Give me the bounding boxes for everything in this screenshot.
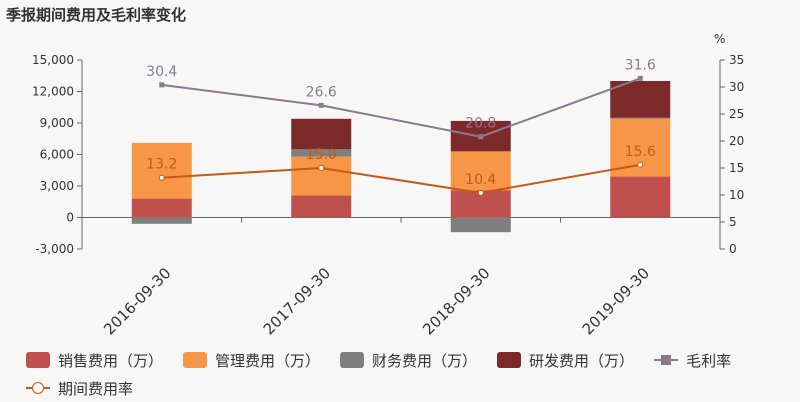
line-point: [159, 82, 165, 88]
legend-row: 期间费用率: [26, 374, 796, 402]
legend-circle-marker: [32, 382, 44, 394]
line-point: [637, 161, 644, 168]
legend-swatch: [26, 352, 50, 368]
bar-segment: [450, 151, 511, 191]
line-point: [477, 189, 484, 196]
bar-segment: [291, 156, 352, 196]
legend-square-marker: [661, 355, 672, 365]
legend-label: 研发费用（万）: [529, 351, 635, 370]
y-right-tick-label: 5: [729, 215, 737, 229]
y-left-tick-label: 6,000: [40, 148, 74, 162]
chart-svg: -3,000 0 3,000 6,000 9,000 12,000 15,000 0 5 10 15…: [32, 32, 744, 338]
bar-segment: [610, 117, 671, 119]
line-point: [158, 174, 165, 181]
line-point: [318, 165, 325, 171]
legend-item[interactable]: 财务费用（万）: [340, 350, 477, 371]
data-label: 30.4: [146, 64, 177, 80]
chart-title: 季报期间费用及毛利率变化: [6, 6, 187, 24]
data-label: 10.4: [465, 172, 496, 188]
legend-line-swatch: [654, 352, 679, 368]
data-label: 20.8: [465, 116, 496, 132]
legend-item[interactable]: 研发费用（万）: [497, 350, 634, 371]
bar-segment: [291, 195, 352, 218]
bar-segment: [610, 176, 671, 218]
legend-line-swatch: [26, 380, 50, 396]
y-left-tick-label: -3,000: [35, 242, 74, 256]
y-right-tick-label: 35: [729, 53, 744, 67]
data-label: 31.6: [625, 57, 656, 73]
y-right-tick-label: 30: [729, 80, 744, 94]
legend-item[interactable]: 销售费用（万）: [26, 350, 163, 371]
legend-swatch: [497, 352, 522, 368]
legend-item[interactable]: 期间费用率: [26, 378, 133, 399]
legend-label: 毛利率: [686, 351, 732, 370]
legend-item[interactable]: 毛利率: [654, 350, 731, 371]
series-line: [161, 163, 641, 194]
legend-label: 销售费用（万）: [58, 351, 164, 370]
bar-segment: [291, 118, 352, 150]
data-label: 26.6: [306, 84, 337, 100]
line-point: [318, 102, 324, 108]
legend-label: 管理费用（万）: [215, 351, 321, 370]
data-label: 15.0: [306, 147, 337, 163]
legend-label: 期间费用率: [58, 379, 134, 398]
y-right-tick-label: 10: [729, 188, 744, 202]
bar-segment: [291, 149, 352, 157]
bar-segment: [610, 81, 671, 118]
y-right-tick-label: 20: [729, 134, 744, 148]
bar-segment: [131, 142, 192, 199]
y-left-tick-label: 9,000: [40, 116, 74, 130]
y-left-tick-label: 3,000: [40, 179, 74, 193]
x-tick-label: 2016-09-30: [100, 264, 174, 338]
y-left-tick-label: 12,000: [32, 85, 74, 99]
bar-segment: [131, 198, 192, 218]
bar-segment: [450, 217, 511, 233]
series-line: [161, 77, 641, 138]
data-label: 13.2: [146, 157, 177, 173]
line-point: [478, 134, 484, 140]
legend: 销售费用（万） 管理费用（万） 财务费用（万） 研发费用（万） 毛利率期间费用率: [26, 346, 796, 402]
legend-item[interactable]: 管理费用（万）: [183, 350, 320, 371]
line-point: [637, 75, 643, 81]
x-tick-label: 2019-09-30: [579, 264, 653, 338]
y-left-tick-label: 0: [66, 211, 74, 225]
legend-row: 销售费用（万） 管理费用（万） 财务费用（万） 研发费用（万） 毛利率: [26, 346, 796, 374]
x-tick-label: 2018-09-30: [419, 264, 493, 338]
y-right-tick-label: 25: [729, 107, 744, 121]
y-left-tick-label: 15,000: [32, 53, 74, 67]
x-tick-label: 2017-09-30: [260, 264, 334, 338]
y-right-unit: %: [714, 32, 725, 46]
legend-swatch: [183, 352, 208, 368]
legend-swatch: [340, 352, 365, 368]
legend-label: 财务费用（万）: [372, 351, 478, 370]
data-label: 15.6: [625, 144, 656, 160]
y-right-tick-label: 0: [729, 242, 737, 256]
y-right-tick-label: 15: [729, 161, 744, 175]
bar-segment: [131, 217, 192, 224]
